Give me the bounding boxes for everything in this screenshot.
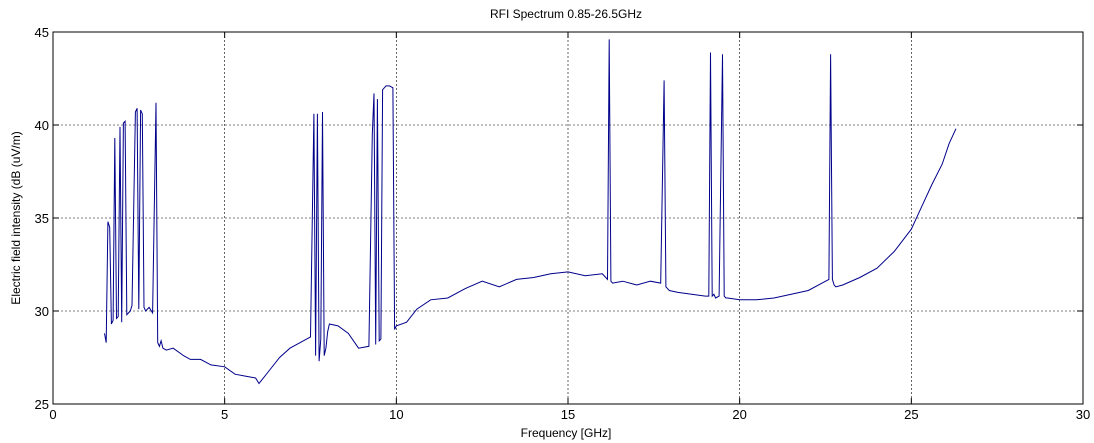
- x-axis-label: Frequency [GHz]: [521, 426, 612, 440]
- y-axis-label: Electric field intensity (dB (uV/m): [9, 131, 23, 304]
- y-tick-label: 35: [35, 211, 49, 226]
- x-tick-label: 15: [561, 407, 575, 422]
- x-tick-label: 5: [221, 407, 228, 422]
- x-tick-labels: 0 5 10 15 20 25 30: [49, 407, 1090, 422]
- x-tick-label: 25: [904, 407, 918, 422]
- y-tick-labels: 25 30 35 40 45: [35, 25, 49, 412]
- axis-ticks: [52, 31, 1084, 405]
- y-tick-label: 30: [35, 304, 49, 319]
- grid-lines: [53, 32, 1083, 404]
- x-tick-label: 0: [49, 407, 56, 422]
- y-tick-label: 40: [35, 118, 49, 133]
- chart-title: RFI Spectrum 0.85-26.5GHz: [490, 7, 642, 21]
- y-tick-label: 45: [35, 25, 49, 40]
- x-tick-label: 20: [732, 407, 746, 422]
- y-tick-label: 25: [35, 397, 49, 412]
- series-line: [104, 39, 957, 385]
- x-tick-label: 30: [1076, 407, 1090, 422]
- x-tick-label: 10: [389, 407, 403, 422]
